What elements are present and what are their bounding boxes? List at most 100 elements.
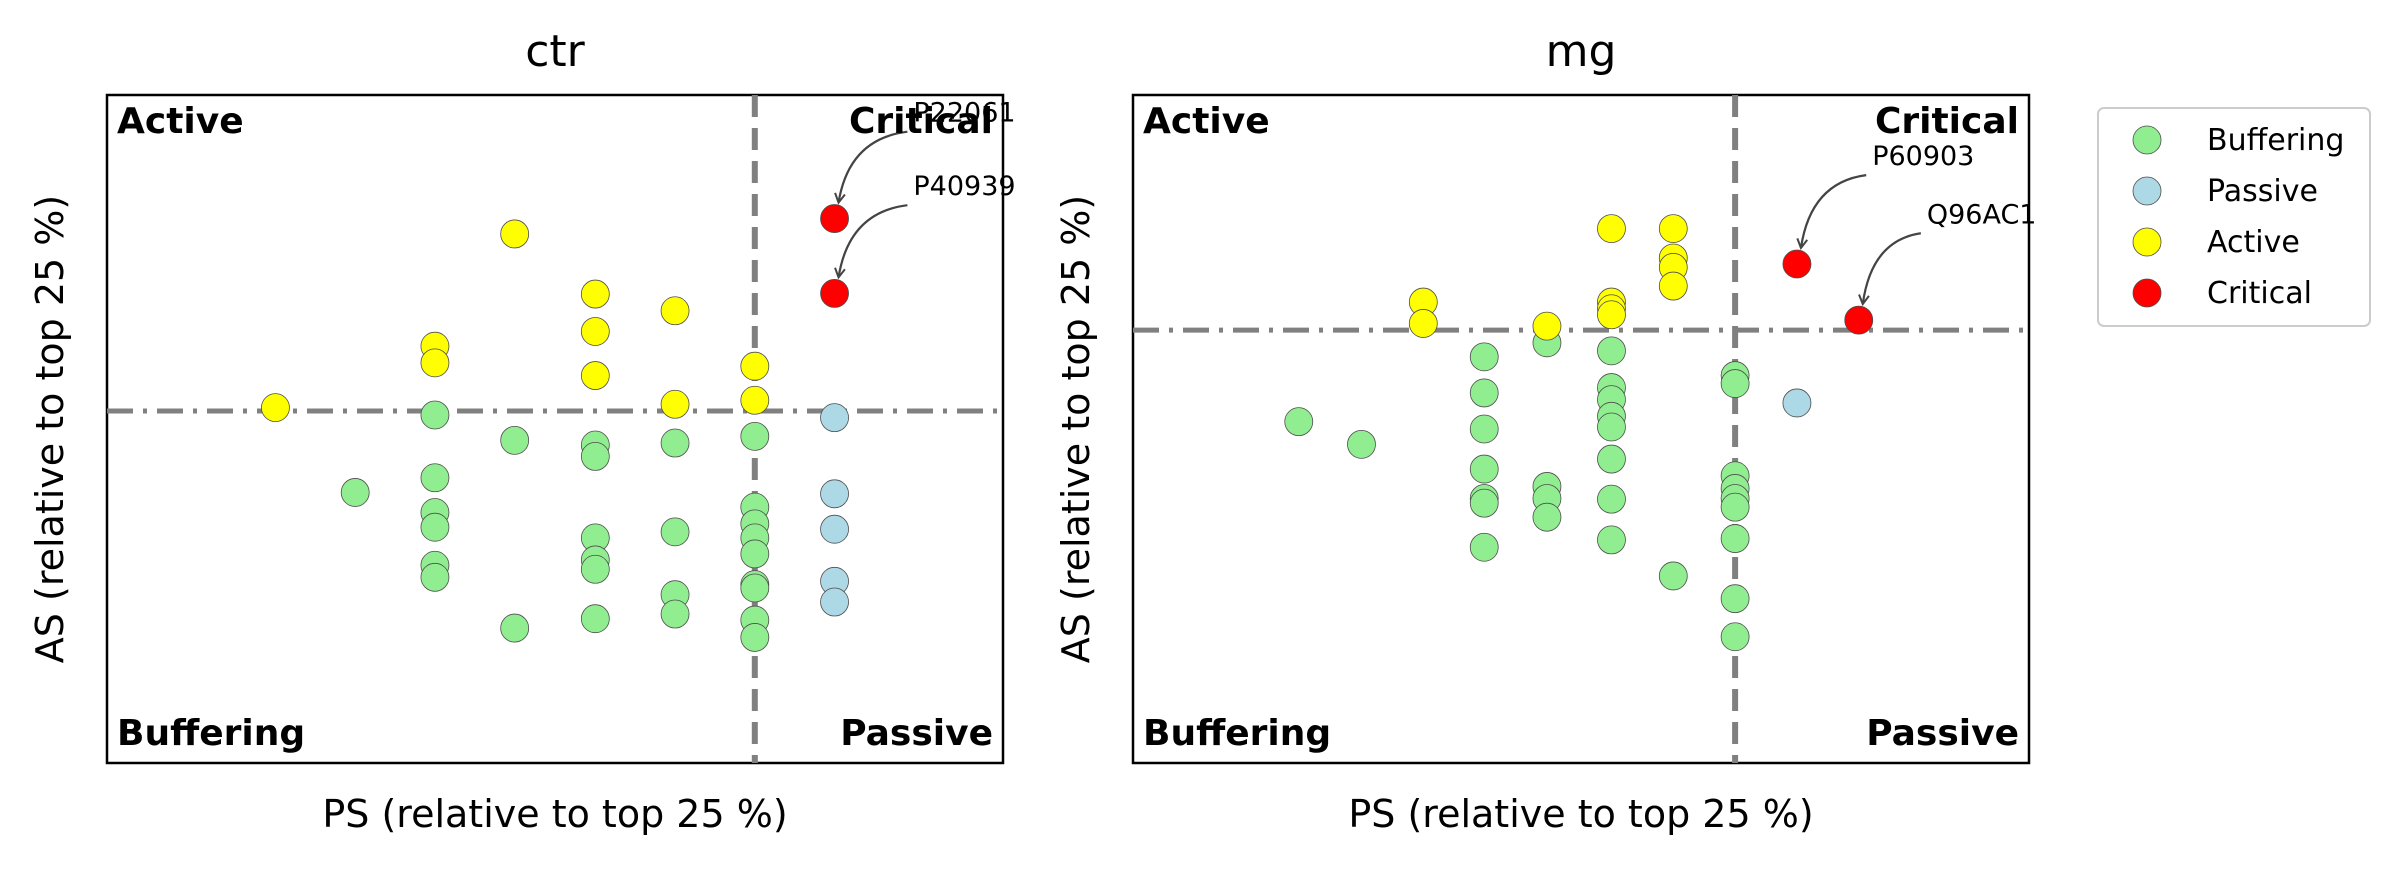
point-buffering [1658,561,1688,591]
point-buffering [420,463,450,493]
plot-area-ctr [105,93,1005,765]
y-axis-label-ctr: AS (relative to top 25 %) [28,195,72,663]
series-buffering-mg [1284,328,1750,652]
point-critical [1782,249,1812,279]
legend-marker-critical [2132,278,2162,308]
point-active [1597,214,1626,244]
annotation-label: Q96AC1 [1927,199,2037,230]
point-buffering [1469,378,1499,408]
quadrant-label-active: Active [117,101,244,142]
point-active [580,279,610,309]
annotation-label: P22061 [913,98,1015,129]
legend-label-critical: Critical [2207,276,2312,311]
point-buffering [660,517,690,547]
point-buffering [1720,492,1750,522]
point-buffering [1284,407,1314,437]
point-active [660,296,690,326]
legend-label-active: Active [2207,225,2300,260]
point-buffering [580,441,610,471]
quadrant-label-critical: Critical [1875,101,2019,142]
point-active [420,348,450,378]
point-critical [820,204,849,233]
point-buffering [1347,429,1376,459]
point-buffering [340,478,370,507]
point-buffering [580,604,610,634]
point-active [740,385,770,415]
point-buffering [660,428,690,458]
point-buffering [740,623,770,652]
x-axis-label-mg: PS (relative to top 25 %) [1348,792,1813,836]
point-active [500,219,530,249]
annotations-ctr: P22061 P40939 [839,98,1016,278]
y-axis-label-mg: AS (relative to top 25 %) [1054,195,1098,663]
legend-frame [2097,107,2371,327]
subplot-mg: mg P60903 Q96AC1 Active Critical Bufferin… [1054,26,2036,836]
point-passive [820,587,849,617]
quadrant-label-buffering: Buffering [117,713,305,754]
point-passive [1782,388,1812,418]
scatter-points-ctr [261,204,849,652]
point-buffering [1720,369,1750,398]
point-buffering [420,512,450,542]
point-passive [820,479,849,509]
plot-title-mg: mg [1546,26,1617,77]
point-buffering [1597,336,1626,366]
plot-title-ctr: ctr [525,26,585,77]
point-active [261,393,290,423]
point-buffering [1597,444,1626,474]
legend-marker-active [2132,227,2162,257]
point-buffering [1720,524,1750,553]
annotation-arrow [839,204,908,277]
point-active [580,317,610,346]
quadrant-label-buffering: Buffering [1143,713,1331,754]
series-passive-mg [1782,388,1812,418]
point-buffering [1597,412,1626,442]
annotation-arrow [1801,174,1867,248]
legend-item-buffering: Buffering [2132,123,2344,158]
quadrant-label-critical: Critical [849,101,993,142]
x-axis-label-ctr: PS (relative to top 25 %) [322,792,787,836]
point-critical [820,278,849,308]
point-buffering [740,573,770,603]
point-buffering [1720,584,1750,614]
point-buffering [1469,454,1499,484]
point-active [1532,311,1562,341]
point-passive [820,514,849,544]
legend-marker-buffering [2132,125,2162,155]
point-critical [1844,305,1874,335]
point-buffering [1469,532,1499,562]
point-active [660,389,690,419]
quadrant-label-passive: Passive [1866,713,2019,754]
legend: Buffering Passive Active Critical [2097,107,2371,327]
point-buffering [1532,502,1562,532]
quadrant-label-active: Active [1143,101,1270,142]
legend-marker-passive [2132,176,2162,206]
series-critical-ctr [820,204,849,308]
point-buffering [660,599,690,629]
series-buffering-ctr [340,400,770,652]
point-active [1658,271,1688,301]
point-buffering [1597,484,1626,514]
series-active-ctr [261,219,770,423]
point-passive [820,403,849,433]
point-buffering [1720,622,1750,652]
subplot-ctr: ctr P22061 P40939 Active Critical Bufferi… [28,26,1016,836]
point-buffering [740,539,770,569]
point-buffering [1469,414,1499,444]
point-buffering [580,554,610,584]
point-active [1658,214,1688,244]
point-buffering [500,425,530,455]
legend-item-critical: Critical [2132,276,2312,311]
scatter-points-mg [1284,214,1874,652]
legend-item-active: Active [2132,225,2300,260]
series-active-mg [1408,214,1688,341]
annotations-mg: P60903 Q96AC1 [1801,141,2037,304]
annotation-arrow [839,130,908,203]
annotation-arrow [1863,232,1922,304]
annotation-label: P60903 [1872,141,1974,172]
point-active [1597,300,1626,330]
point-buffering [1469,488,1499,518]
legend-label-passive: Passive [2207,174,2318,209]
point-active [580,361,610,390]
